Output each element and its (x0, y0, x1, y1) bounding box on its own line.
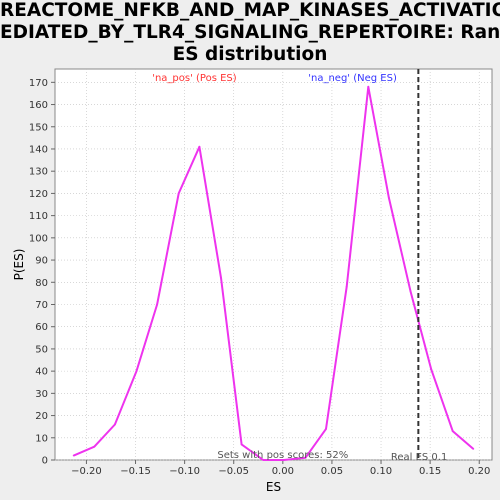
x-tick-label: 0.05 (321, 466, 343, 477)
y-tick-label: 90 (35, 256, 48, 267)
series-line (73, 85, 474, 461)
y-axis-label: P(ES) (12, 249, 26, 281)
sets-with-pos-scores-label: Sets with pos scores: 52% (217, 450, 348, 461)
y-tick-label: 20 (35, 411, 48, 422)
x-tick-label: −0.05 (218, 466, 249, 477)
y-tick-label: 80 (35, 278, 48, 289)
chart-title: REACTOME_NFKB_AND_MAP_KINASES_ACTIVATION… (0, 0, 500, 66)
x-tick-label: 0.20 (468, 466, 490, 477)
y-tick-label: 10 (35, 433, 48, 444)
neg-es-label: 'na_neg' (Neg ES) (308, 73, 397, 84)
y-tick-label: 160 (29, 100, 48, 111)
y-tick-label: 170 (29, 78, 48, 89)
y-tick-label: 30 (35, 389, 48, 400)
chart-title-line-1: REACTOME_NFKB_AND_MAP_KINASES_ACTIVATION… (0, 0, 500, 21)
data-point (451, 430, 454, 433)
grid (55, 69, 492, 461)
axes: 0 10 20 30 40 50 60 70 80 90 100 110 120 130 140 150 160… (29, 78, 490, 477)
data-point (177, 192, 180, 195)
x-tick-label: 0.15 (419, 466, 441, 477)
data-point (367, 85, 370, 88)
real-es-label: Real ES 0.1 (391, 452, 447, 463)
data-point (114, 423, 116, 426)
y-tick-label: 50 (35, 344, 48, 355)
x-tick-label: −0.20 (71, 466, 102, 477)
data-point (472, 447, 475, 450)
data-point (325, 427, 327, 430)
x-tick-label: −0.10 (169, 466, 200, 477)
data-point (430, 368, 433, 370)
y-tick-label: 130 (29, 167, 48, 178)
data-point (282, 459, 285, 461)
data-point (345, 285, 348, 288)
data-point (387, 196, 390, 199)
data-point (240, 443, 243, 446)
y-tick-label: 120 (29, 189, 48, 200)
y-tick-label: 70 (35, 300, 48, 311)
x-tick-label: 0.10 (370, 466, 392, 477)
series (72, 85, 475, 461)
y-tick-label: 110 (29, 211, 48, 222)
y-tick-label: 0 (42, 456, 48, 467)
chart-title-line-3: ES distribution (172, 44, 328, 65)
data-point (72, 454, 75, 457)
y-tick-label: 100 (29, 233, 48, 244)
data-point (198, 145, 201, 148)
data-point (304, 456, 307, 459)
y-tick-label: 40 (35, 367, 48, 378)
y-tick-label: 60 (35, 322, 48, 333)
y-tick-label: 150 (29, 122, 48, 133)
data-point (409, 290, 412, 293)
data-point (220, 276, 222, 279)
data-point (93, 445, 96, 448)
y-tick-label: 140 (29, 144, 48, 155)
pos-es-label: 'na_pos' (Pos ES) (152, 73, 237, 84)
data-point (156, 303, 159, 306)
data-point (262, 459, 265, 461)
x-axis-label: ES (266, 480, 281, 494)
data-point (135, 370, 138, 373)
chart-title-line-2: EDIATED_BY_TLR4_SIGNALING_REPERTOIRE: Ra… (0, 22, 500, 43)
plot-area (54, 68, 493, 461)
x-tick-label: −0.15 (120, 466, 151, 477)
x-tick-label: 0.00 (272, 466, 294, 477)
